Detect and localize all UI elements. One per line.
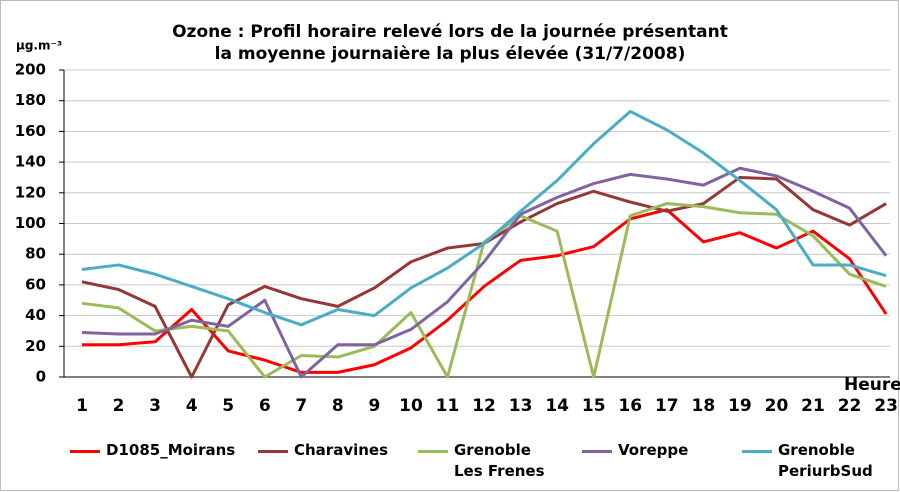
x-tick-label: 2	[113, 396, 125, 416]
y-tick-label: 120	[15, 183, 46, 201]
y-tick-label: 100	[15, 214, 46, 232]
x-tick-label: 9	[368, 396, 380, 416]
y-tick-label: 0	[36, 368, 46, 386]
series-line	[82, 208, 888, 374]
x-tick-label: 16	[618, 396, 642, 416]
y-tick-label: 20	[25, 337, 46, 355]
legend-item: Grenoble PeriurbSud	[742, 440, 873, 482]
x-tick-label: 22	[838, 396, 862, 416]
legend-label: Grenoble PeriurbSud	[778, 441, 873, 480]
x-tick-label: 14	[545, 396, 569, 416]
legend-swatch	[418, 450, 448, 453]
x-tick-label: 7	[295, 396, 307, 416]
x-tick-label: 6	[259, 396, 271, 416]
x-axis-label: Heures	[844, 375, 900, 395]
y-tick-label: 40	[25, 306, 46, 324]
x-tick-label: 12	[472, 396, 496, 416]
legend-swatch	[742, 450, 772, 453]
legend-swatch	[70, 450, 100, 453]
x-tick-label: 10	[399, 396, 423, 416]
y-tick-label: 200	[15, 61, 46, 79]
legend-swatch	[582, 450, 612, 453]
legend-label: Grenoble Les Frenes	[454, 441, 545, 480]
series-line	[81, 109, 887, 327]
y-axis-label: µg.m⁻³	[16, 39, 62, 53]
x-tick-label: 13	[509, 396, 533, 416]
x-tick-label: 3	[149, 396, 161, 416]
x-tick-label: 8	[332, 396, 344, 416]
x-tick-label: 11	[436, 396, 460, 416]
y-tick-label: 60	[25, 275, 46, 293]
x-tick-label: 17	[655, 396, 679, 416]
x-tick-label: 21	[801, 396, 825, 416]
chart-title: Ozone : Profil horaire relevé lors de la…	[172, 22, 728, 64]
y-tick-label: 180	[15, 91, 46, 109]
x-tick-label: 18	[692, 396, 716, 416]
legend-label: D1085_Moirans	[106, 441, 236, 459]
y-tick-label: 160	[15, 122, 46, 140]
legend-label: Voreppe	[618, 441, 689, 459]
series-line	[81, 175, 887, 379]
x-tick-label: 19	[728, 396, 752, 416]
x-tick-label: 23	[874, 396, 898, 416]
y-tick-label: 80	[25, 245, 46, 263]
x-tick-label: 1	[76, 396, 88, 416]
x-tick-label: 4	[186, 396, 198, 416]
legend-item: Grenoble Les Frenes	[418, 440, 545, 482]
legend-item: D1085_Moirans	[70, 440, 235, 461]
legend-label: Charavines	[294, 441, 389, 459]
series-line	[81, 166, 888, 379]
x-tick-label: 5	[222, 396, 234, 416]
legend-item: Voreppe	[582, 440, 688, 461]
legend-swatch	[258, 450, 288, 453]
legend-item: Charavines	[258, 440, 388, 461]
y-tick-label: 140	[15, 153, 46, 171]
x-tick-label: 20	[765, 396, 789, 416]
x-tick-label: 15	[582, 396, 606, 416]
